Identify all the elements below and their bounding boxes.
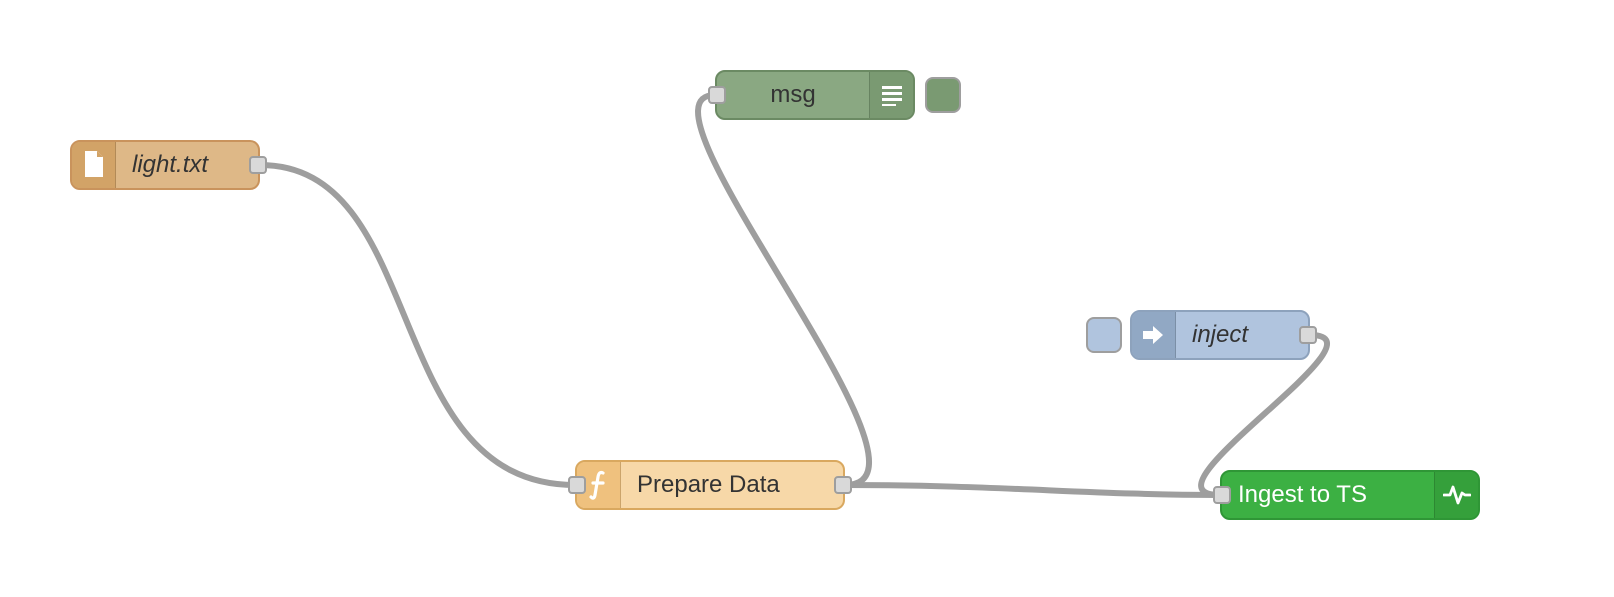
node-file-in[interactable]: light.txt [70, 140, 260, 190]
node-debug[interactable]: msg [715, 70, 915, 120]
inject-arrow-icon [1132, 312, 1176, 358]
wire-file-to-function [260, 165, 575, 485]
node-inject[interactable]: inject [1130, 310, 1310, 360]
wire-function-to-ingest [845, 485, 1220, 495]
input-port[interactable] [1213, 486, 1231, 504]
output-port[interactable] [834, 476, 852, 494]
input-port[interactable] [568, 476, 586, 494]
input-port[interactable] [708, 86, 726, 104]
output-port[interactable] [249, 156, 267, 174]
node-label: inject [1176, 312, 1308, 358]
node-ingest-ts[interactable]: Ingest to TS [1220, 470, 1480, 520]
debug-bars-icon [869, 72, 913, 118]
file-icon [72, 142, 116, 188]
node-label: Prepare Data [621, 462, 843, 508]
inject-trigger-button[interactable] [1086, 317, 1122, 353]
node-label: Ingest to TS [1222, 472, 1434, 518]
node-label: light.txt [116, 142, 258, 188]
wire-function-to-debug [698, 95, 869, 485]
debug-toggle-button[interactable] [925, 77, 961, 113]
node-label: msg [717, 72, 869, 118]
output-port[interactable] [1299, 326, 1317, 344]
node-function[interactable]: Prepare Data [575, 460, 845, 510]
activity-icon [1434, 472, 1478, 518]
